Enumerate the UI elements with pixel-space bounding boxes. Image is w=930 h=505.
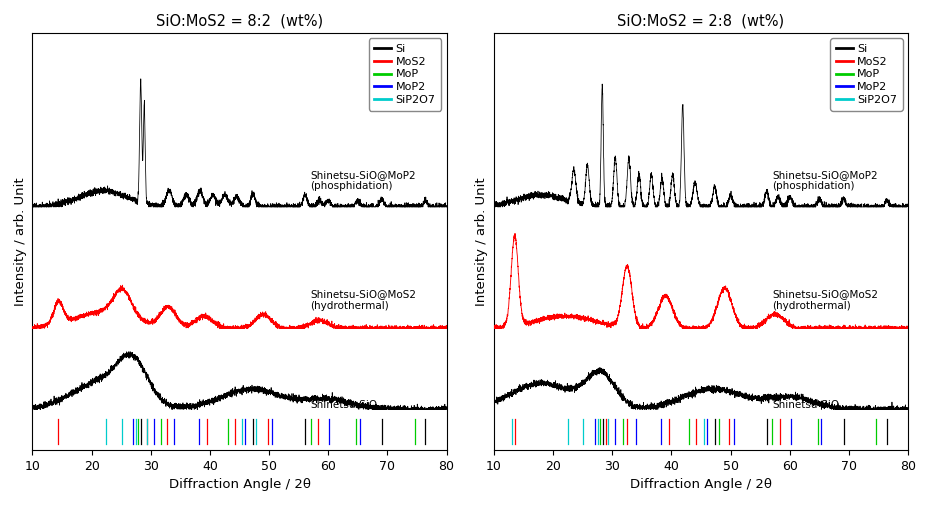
Title: SiO:MoS2 = 2:8  (wt%): SiO:MoS2 = 2:8 (wt%) [618,14,785,29]
Y-axis label: Intensity / arb. Unit: Intensity / arb. Unit [475,177,488,306]
Text: Shinetsu-SiO@MoS2
(hydrothermal): Shinetsu-SiO@MoS2 (hydrothermal) [311,289,417,311]
Text: Shinetsu-SiO: Shinetsu-SiO [772,400,839,410]
X-axis label: Diffraction Angle / 2θ: Diffraction Angle / 2θ [168,478,311,491]
Text: Shinetsu-SiO@MoP2
(phosphidation): Shinetsu-SiO@MoP2 (phosphidation) [311,170,416,191]
Text: Shinetsu-SiO@MoS2
(hydrothermal): Shinetsu-SiO@MoS2 (hydrothermal) [772,289,878,311]
Y-axis label: Intensity / arb. Unit: Intensity / arb. Unit [14,177,27,306]
Legend: Si, MoS2, MoP, MoP2, SiP2O7: Si, MoS2, MoP, MoP2, SiP2O7 [830,38,902,111]
Text: Shinetsu-SiO: Shinetsu-SiO [311,400,378,410]
Title: SiO:MoS2 = 8:2  (wt%): SiO:MoS2 = 8:2 (wt%) [156,14,323,29]
X-axis label: Diffraction Angle / 2θ: Diffraction Angle / 2θ [630,478,772,491]
Legend: Si, MoS2, MoP, MoP2, SiP2O7: Si, MoS2, MoP, MoP2, SiP2O7 [369,38,441,111]
Text: Shinetsu-SiO@MoP2
(phosphidation): Shinetsu-SiO@MoP2 (phosphidation) [772,170,878,191]
